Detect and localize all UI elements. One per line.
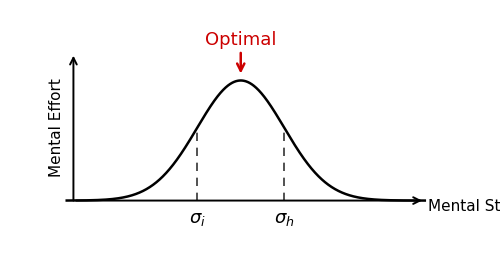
Text: $\sigma_i$: $\sigma_i$: [189, 210, 206, 228]
Text: Mental Effort: Mental Effort: [49, 78, 64, 177]
Text: Optimal: Optimal: [205, 31, 277, 49]
Text: Mental Stress: Mental Stress: [428, 199, 500, 214]
Text: $\sigma_h$: $\sigma_h$: [274, 210, 294, 228]
